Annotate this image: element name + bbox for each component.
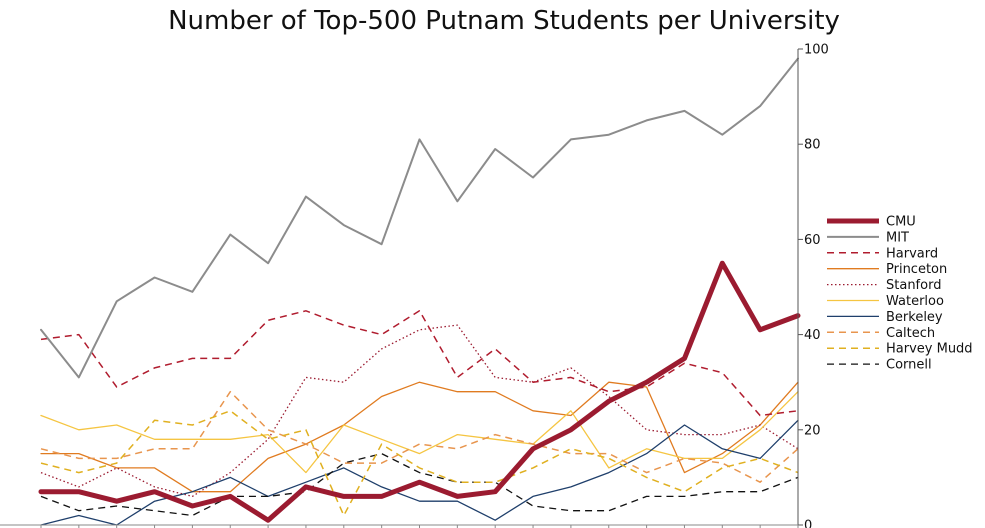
series-line-stanford bbox=[40, 324, 799, 498]
legend-label: Harvard bbox=[886, 246, 938, 261]
legend-label: Caltech bbox=[886, 326, 935, 341]
legend-label: Stanford bbox=[886, 278, 941, 293]
legend-label: Princeton bbox=[886, 262, 947, 277]
y-axis: 0 20 40 60 80 100 bbox=[797, 43, 829, 528]
legend: CMUMITHarvardPrincetonStanfordWaterlooBe… bbox=[827, 215, 973, 373]
series-line-harvey-mudd bbox=[40, 410, 799, 517]
y-tick-label: 40 bbox=[804, 328, 821, 343]
chart-title: Number of Top-500 Putnam Students per Un… bbox=[168, 6, 840, 36]
y-tick-label: 100 bbox=[804, 43, 829, 58]
series-line-caltech bbox=[40, 390, 799, 483]
legend-label: CMU bbox=[886, 215, 916, 230]
legend-label: Waterloo bbox=[886, 294, 944, 309]
y-tick-label: 20 bbox=[804, 423, 821, 438]
legend-label: MIT bbox=[886, 230, 909, 245]
y-tick-label: 0 bbox=[804, 519, 812, 528]
y-tick-label: 80 bbox=[804, 138, 821, 153]
series-line-cmu bbox=[38, 260, 801, 523]
series-line-harvard bbox=[40, 310, 799, 417]
series-line-princeton bbox=[40, 381, 799, 493]
y-tick-label: 60 bbox=[804, 233, 821, 248]
series-line-cornell bbox=[40, 452, 799, 517]
legend-label: Harvey Mudd bbox=[886, 342, 973, 357]
series-lines bbox=[38, 57, 801, 526]
series-line-waterloo bbox=[40, 391, 799, 474]
legend-label: Cornell bbox=[886, 358, 932, 373]
series-line-mit bbox=[40, 57, 799, 379]
legend-label: Berkeley bbox=[886, 310, 943, 325]
